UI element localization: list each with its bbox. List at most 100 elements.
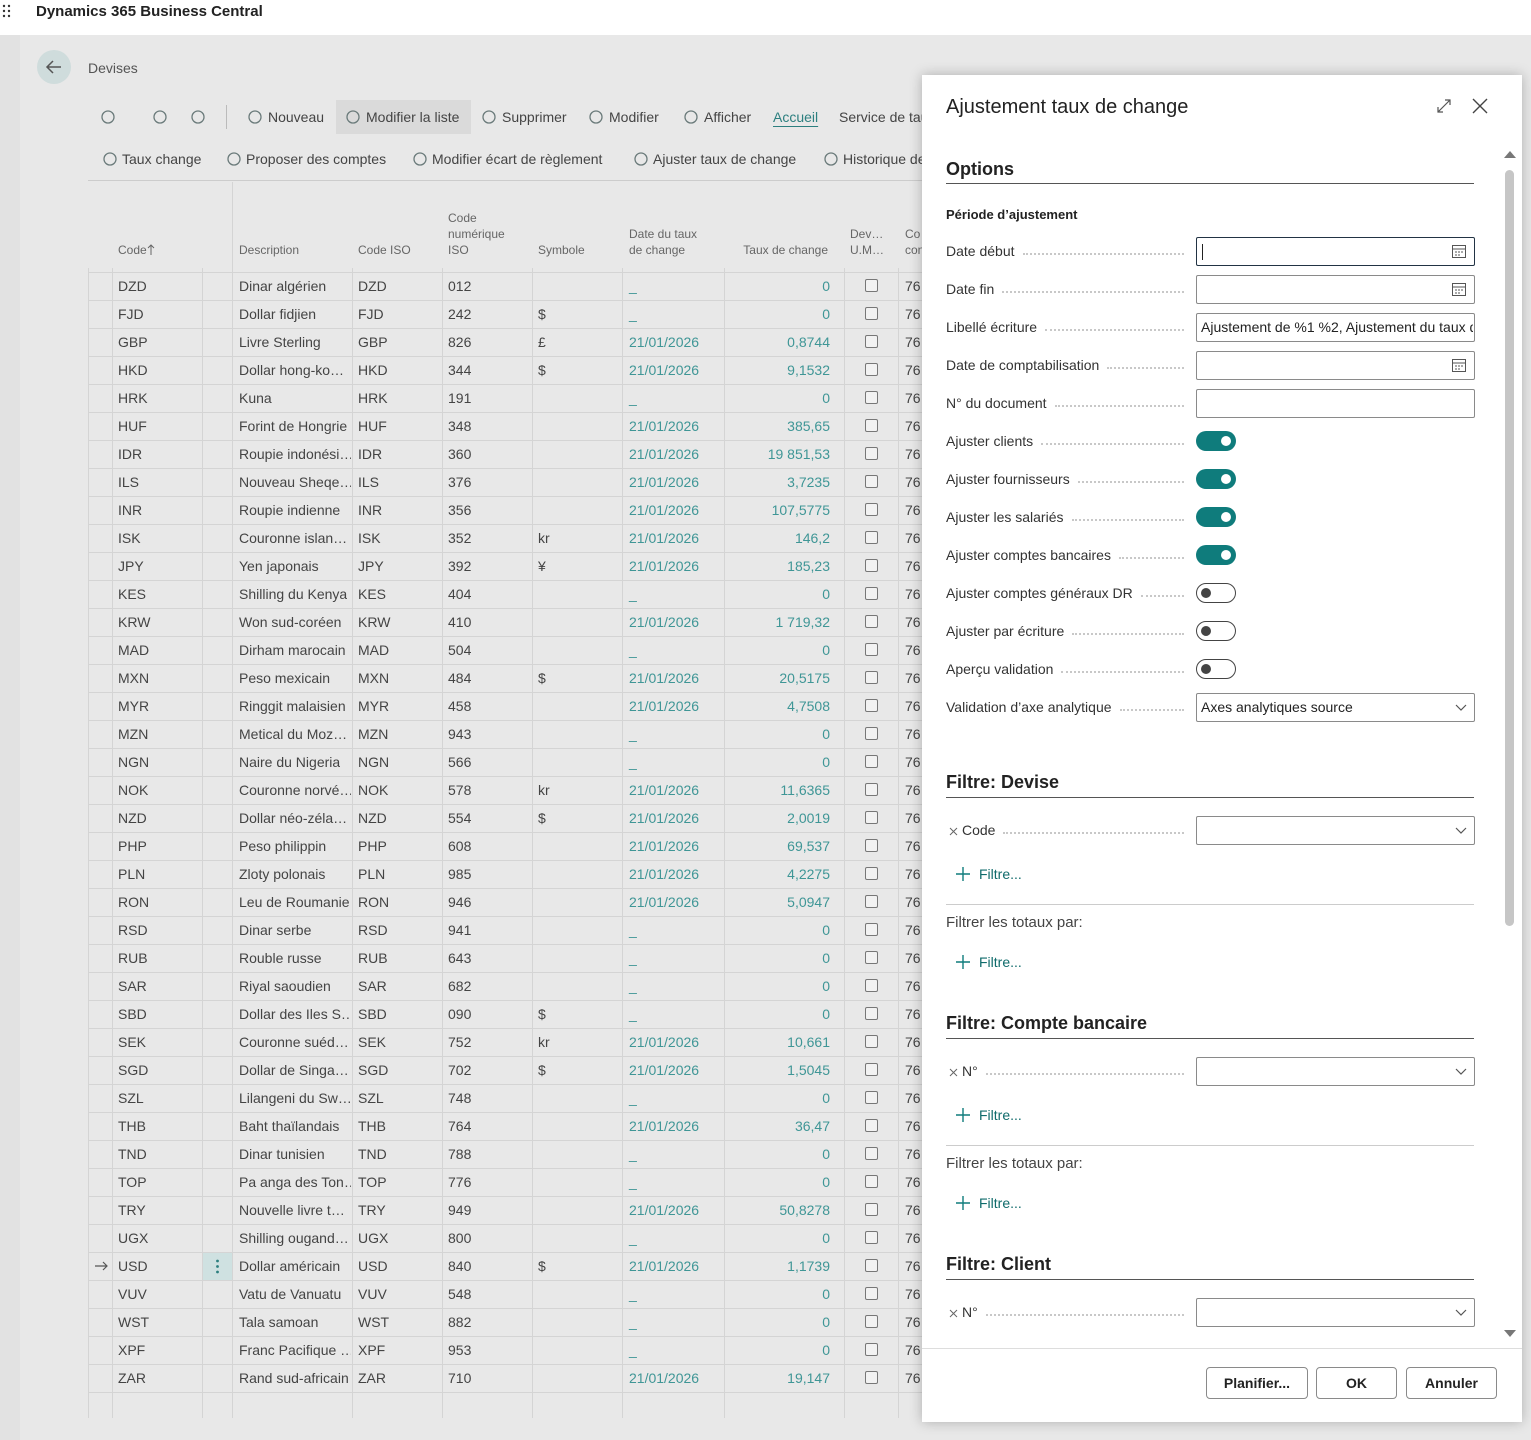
checkbox[interactable] [865, 1147, 878, 1160]
toolbar-action[interactable]: Nouveau [268, 109, 325, 125]
checkbox[interactable] [865, 643, 878, 656]
cell: 76 [905, 838, 921, 854]
filter-select[interactable] [1196, 1298, 1475, 1327]
checkbox[interactable] [865, 1091, 878, 1104]
checkbox[interactable] [865, 1035, 878, 1048]
date-input[interactable] [1196, 351, 1475, 380]
checkbox[interactable] [865, 867, 878, 880]
date-input[interactable] [1196, 237, 1475, 266]
toolbar-action[interactable]: Modifier la liste [366, 109, 460, 125]
checkbox[interactable] [865, 699, 878, 712]
add-filter[interactable]: Filtre... [979, 1195, 1022, 1211]
checkbox[interactable] [865, 1203, 878, 1216]
checkbox[interactable] [865, 1231, 878, 1244]
cell: 21/01/2026 [629, 894, 700, 910]
checkbox[interactable] [865, 503, 878, 516]
cell: 76 [905, 614, 921, 630]
dialog-button[interactable]: Annuler [1406, 1367, 1497, 1399]
cell: MYR [118, 698, 150, 714]
cell: _ [629, 306, 637, 322]
checkbox[interactable] [865, 1063, 878, 1076]
scrollbar-thumb[interactable] [1505, 170, 1514, 926]
add-filter[interactable]: Filtre... [979, 954, 1022, 970]
checkbox[interactable] [865, 979, 878, 992]
subaction[interactable]: Historique de [843, 151, 926, 167]
cell: 76 [905, 978, 921, 994]
toolbar-action[interactable]: Afficher [704, 109, 752, 125]
toolbar-action[interactable]: Service de tau [839, 109, 929, 125]
row-menu[interactable] [203, 1253, 232, 1280]
clear-filter[interactable] [946, 822, 962, 838]
scrollbar-up[interactable] [1504, 151, 1516, 158]
checkbox[interactable] [865, 755, 878, 768]
toggle-knob [1221, 474, 1231, 484]
subaction[interactable]: Modifier écart de règlement [432, 151, 603, 167]
cell: MZN [118, 726, 149, 742]
toggle[interactable] [1196, 621, 1236, 641]
toolbar-action[interactable]: Accueil [773, 109, 819, 125]
checkbox[interactable] [865, 1343, 878, 1356]
checkbox[interactable] [865, 811, 878, 824]
clear-filter[interactable] [946, 1304, 962, 1320]
column-header: Dev… [850, 227, 884, 241]
checkbox[interactable] [865, 447, 878, 460]
add-filter[interactable]: Filtre... [979, 1107, 1022, 1123]
checkbox[interactable] [865, 391, 878, 404]
checkbox[interactable] [865, 1287, 878, 1300]
checkbox[interactable] [865, 783, 878, 796]
toggle[interactable] [1196, 507, 1236, 527]
checkbox[interactable] [865, 895, 878, 908]
back-button[interactable] [37, 50, 71, 84]
clear-filter[interactable] [946, 1063, 962, 1079]
checkbox[interactable] [865, 419, 878, 432]
select-input[interactable]: Axes analytiques source [1196, 693, 1475, 722]
checkbox[interactable] [865, 923, 878, 936]
checkbox[interactable] [865, 531, 878, 544]
cell: 19 851,53 [767, 446, 830, 462]
subaction[interactable]: Ajuster taux de change [653, 151, 797, 167]
scrollbar-down[interactable] [1504, 1330, 1516, 1337]
checkbox[interactable] [865, 951, 878, 964]
checkbox[interactable] [865, 1315, 878, 1328]
date-input[interactable] [1196, 275, 1475, 304]
checkbox[interactable] [865, 615, 878, 628]
text-input[interactable] [1196, 389, 1475, 418]
checkbox[interactable] [865, 839, 878, 852]
toolbar-action[interactable]: Supprimer [502, 109, 567, 125]
cell: 76 [905, 1146, 921, 1162]
add-filter[interactable]: Filtre... [979, 866, 1022, 882]
checkbox[interactable] [865, 1119, 878, 1132]
checkbox[interactable] [865, 1259, 878, 1272]
filter-select[interactable] [1196, 1057, 1475, 1086]
checkbox[interactable] [865, 1371, 878, 1384]
toggle[interactable] [1196, 431, 1236, 451]
checkbox[interactable] [865, 1175, 878, 1188]
checkbox[interactable] [865, 727, 878, 740]
cell: 21/01/2026 [629, 558, 700, 574]
subaction[interactable]: Taux change [122, 151, 202, 167]
checkbox[interactable] [865, 587, 878, 600]
checkbox[interactable] [865, 335, 878, 348]
toolbar-action[interactable]: Modifier [609, 109, 659, 125]
close-icon[interactable] [1472, 98, 1488, 114]
toggle[interactable] [1196, 659, 1236, 679]
text-input[interactable]: Ajustement de %1 %2, Ajustement du taux … [1196, 313, 1475, 342]
toggle[interactable] [1196, 469, 1236, 489]
toggle[interactable] [1196, 583, 1236, 603]
checkbox[interactable] [865, 307, 878, 320]
action-icon [345, 109, 361, 125]
checkbox[interactable] [865, 671, 878, 684]
checkbox[interactable] [865, 279, 878, 292]
toggle[interactable] [1196, 545, 1236, 565]
filter-select[interactable] [1196, 816, 1475, 845]
checkbox[interactable] [865, 1007, 878, 1020]
checkbox[interactable] [865, 559, 878, 572]
dialog-button[interactable]: Planifier... [1206, 1367, 1308, 1399]
checkbox[interactable] [865, 363, 878, 376]
cell: 0 [822, 922, 830, 938]
checkbox[interactable] [865, 475, 878, 488]
expand-icon[interactable] [1436, 98, 1452, 114]
dialog-button[interactable]: OK [1316, 1367, 1397, 1399]
cell: 566 [448, 754, 472, 770]
subaction[interactable]: Proposer des comptes [246, 151, 387, 167]
